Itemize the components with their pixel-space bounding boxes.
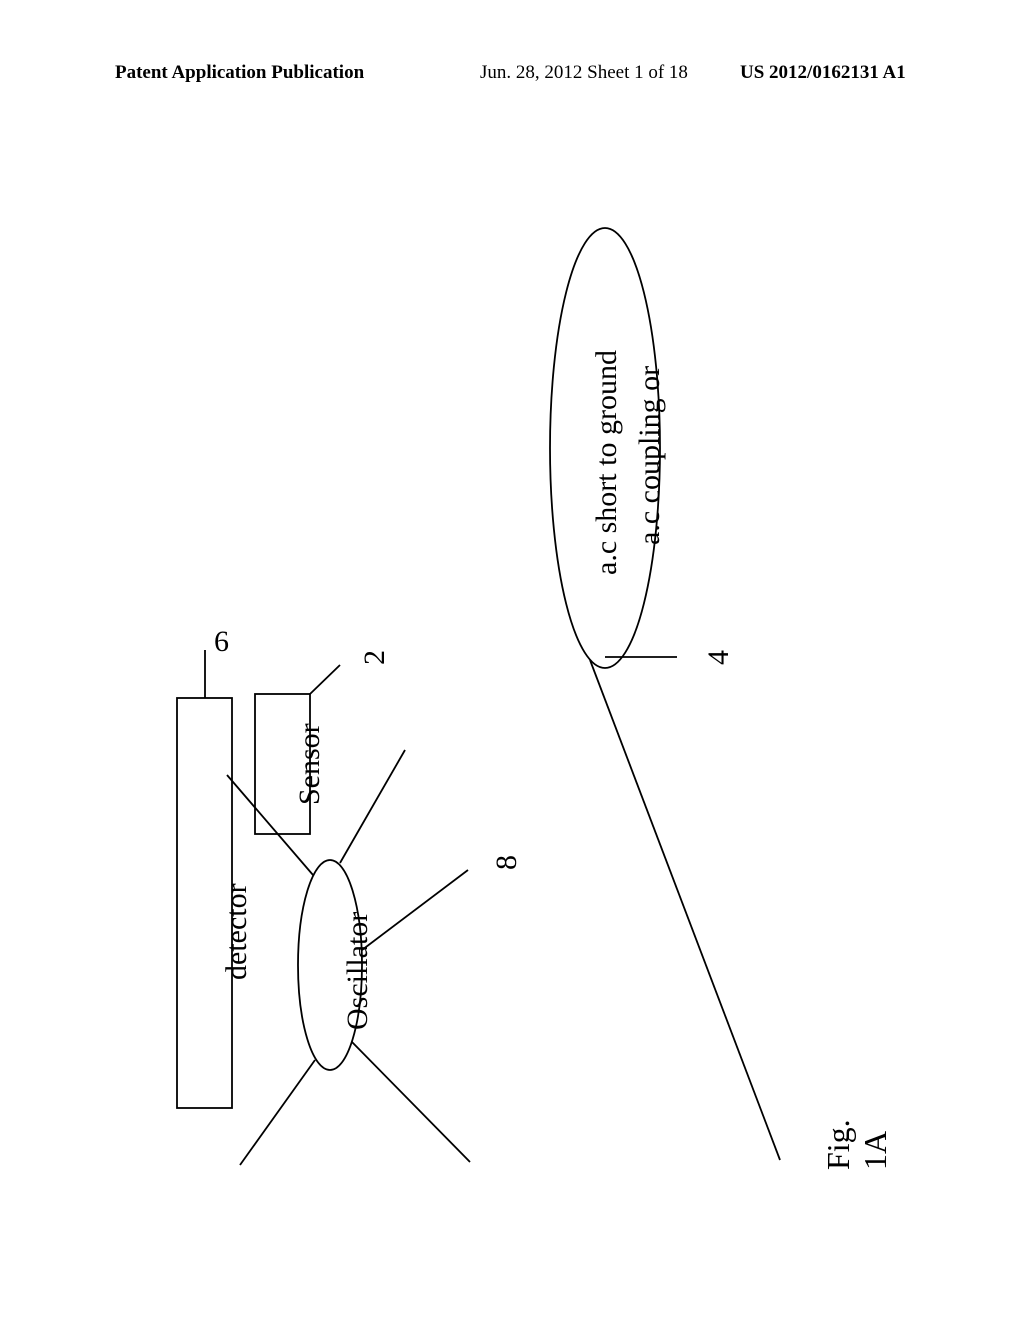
detector-number: 6 [214, 625, 229, 659]
oscillator-spoke-4 [352, 1042, 470, 1162]
oscillator-label: Oscillator [341, 912, 375, 1030]
coupling-number: 4 [702, 650, 736, 665]
figure-diagram: detector 6 Sensor 2 Oscillator 8 a.c cou… [140, 160, 880, 1190]
oscillator-number: 8 [490, 855, 524, 870]
header-right: US 2012/0162131 A1 [740, 62, 906, 84]
coupling-line1: a.c coupling or [633, 366, 667, 545]
coupling-stylus-line [590, 660, 780, 1160]
sensor-number: 2 [358, 650, 392, 665]
page-header: Patent Application Publication Jun. 28, … [0, 62, 1024, 92]
figure-label: Fig. 1A [820, 1110, 894, 1170]
detector-label: detector [220, 883, 254, 980]
oscillator-spoke-2 [340, 750, 405, 863]
coupling-line2: a.c short to ground [590, 350, 624, 575]
header-center: Jun. 28, 2012 Sheet 1 of 18 [480, 62, 688, 84]
oscillator-spoke-3 [240, 1060, 315, 1165]
oscillator-leader [362, 870, 468, 950]
diagram-svg [140, 160, 880, 1190]
sensor-label: Sensor [293, 723, 327, 805]
header-left: Patent Application Publication [115, 62, 364, 84]
sensor-leader [310, 665, 340, 694]
